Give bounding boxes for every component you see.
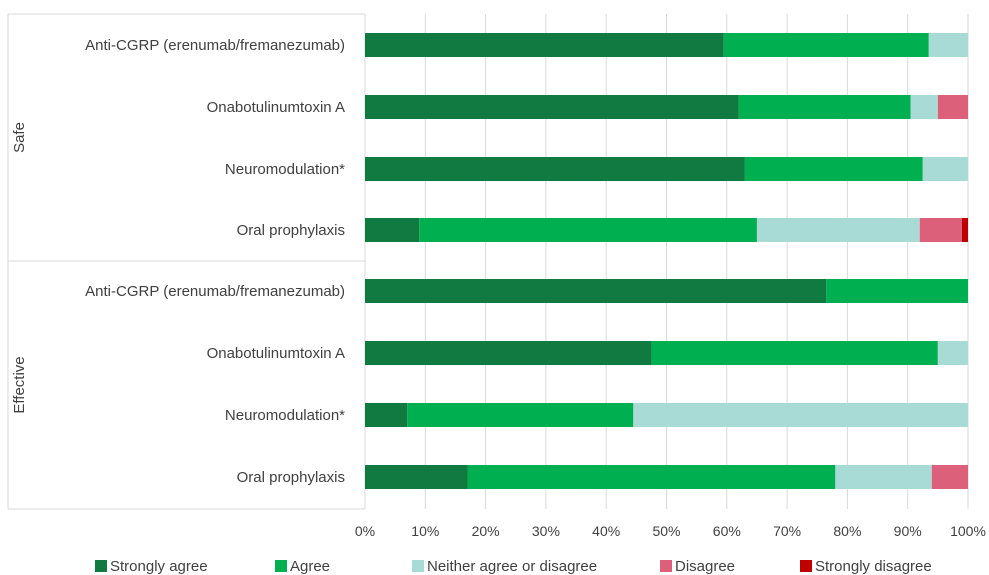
- x-tick-label: 30%: [532, 523, 560, 539]
- bar-segment-neither-agree-or-disagree: [910, 95, 938, 119]
- bar-segment-agree: [826, 279, 968, 303]
- bar-segment-neither-agree-or-disagree: [835, 465, 932, 489]
- chart-frame: [7, 13, 366, 510]
- x-axis-tick-labels: 0% 10% 20% 30% 40% 50% 60% 70% 80% 90% 100%: [355, 523, 986, 539]
- legend-swatch-strongly-disagree: [800, 560, 812, 572]
- group-labels: Safe Effective: [11, 122, 28, 414]
- bar-segment-strongly-agree: [365, 33, 724, 57]
- group-label-effective: Effective: [11, 356, 28, 413]
- bar-segment-agree: [467, 465, 836, 489]
- x-tick-label: 10%: [411, 523, 439, 539]
- legend-label: Agree: [290, 558, 330, 575]
- category-label: Oral prophylaxis: [237, 222, 345, 239]
- category-label: Anti-CGRP (erenumab/fremanezumab): [85, 283, 345, 300]
- bar-segment-neither-agree-or-disagree: [937, 341, 968, 365]
- legend: Strongly agree Agree Neither agree or disa…: [95, 558, 932, 575]
- bar-segment-agree: [419, 218, 757, 242]
- bars: [365, 33, 968, 489]
- category-label: Onabotulinumtoxin A: [207, 99, 345, 116]
- bar-segment-neither-agree-or-disagree: [633, 403, 968, 427]
- x-tick-label: 0%: [355, 523, 375, 539]
- category-label: Neuromodulation*: [225, 407, 345, 424]
- x-tick-label: 50%: [652, 523, 680, 539]
- group-label-safe: Safe: [11, 122, 28, 153]
- gridlines: [424, 14, 969, 509]
- category-label: Anti-CGRP (erenumab/fremanezumab): [85, 37, 345, 54]
- x-tick-label: 80%: [833, 523, 861, 539]
- bar-segment-strongly-agree: [365, 465, 468, 489]
- category-label: Neuromodulation*: [225, 161, 345, 178]
- bar-segment-neither-agree-or-disagree: [756, 218, 920, 242]
- bar-segment-strongly-agree: [365, 341, 652, 365]
- bar-segment-strongly-agree: [365, 403, 408, 427]
- bar-segment-agree: [744, 157, 923, 181]
- bar-segment-neither-agree-or-disagree: [928, 33, 968, 57]
- bar-segment-strongly-agree: [365, 95, 739, 119]
- bar-segment-agree: [738, 95, 911, 119]
- bar-segment-disagree: [919, 218, 962, 242]
- bar-segment-strongly-disagree: [961, 218, 968, 242]
- x-tick-label: 40%: [592, 523, 620, 539]
- legend-swatch-disagree: [660, 560, 672, 572]
- bar-segment-neither-agree-or-disagree: [922, 157, 968, 181]
- bar-segment-strongly-agree: [365, 279, 827, 303]
- x-tick-label: 90%: [894, 523, 922, 539]
- legend-swatch-strongly-agree: [95, 560, 107, 572]
- category-label: Onabotulinumtoxin A: [207, 345, 345, 362]
- bar-segment-strongly-agree: [365, 157, 745, 181]
- bar-segment-agree: [651, 341, 938, 365]
- legend-label: Strongly agree: [110, 558, 208, 575]
- legend-swatch-neither-agree-or-disagree: [412, 560, 424, 572]
- bar-segment-agree: [723, 33, 929, 57]
- legend-label: Neither agree or disagree: [427, 558, 597, 575]
- bar-segment-strongly-agree: [365, 218, 420, 242]
- bar-segment-agree: [407, 403, 634, 427]
- x-tick-label: 100%: [950, 523, 986, 539]
- bar-segment-disagree: [937, 95, 968, 119]
- legend-label: Disagree: [675, 558, 735, 575]
- legend-swatch-agree: [275, 560, 287, 572]
- legend-label: Strongly disagree: [815, 558, 932, 575]
- category-labels: Anti-CGRP (erenumab/fremanezumab) Onabotu…: [85, 37, 345, 486]
- x-tick-label: 20%: [472, 523, 500, 539]
- x-tick-label: 70%: [773, 523, 801, 539]
- bar-segment-disagree: [931, 465, 968, 489]
- category-label: Oral prophylaxis: [237, 469, 345, 486]
- x-tick-label: 60%: [713, 523, 741, 539]
